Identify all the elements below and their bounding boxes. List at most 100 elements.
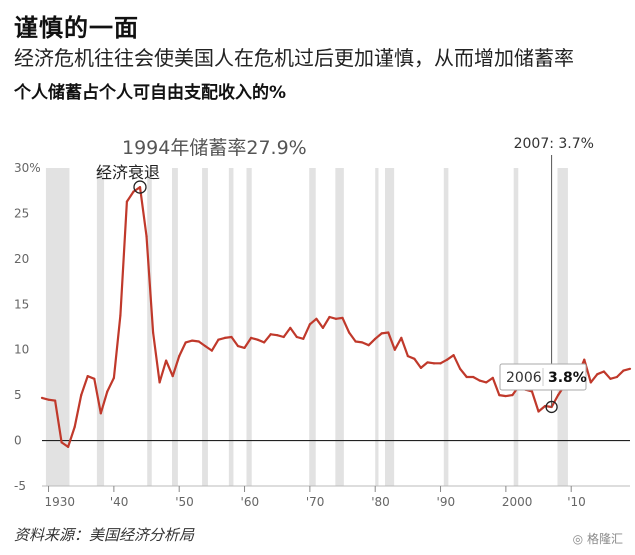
data-point xyxy=(393,348,396,351)
data-point xyxy=(485,381,488,384)
data-point xyxy=(138,185,142,189)
recession-band-7 xyxy=(309,168,316,486)
watermark-text: 格隆汇 xyxy=(586,532,623,546)
data-point xyxy=(432,362,436,365)
data-point xyxy=(276,334,279,337)
data-point xyxy=(86,374,89,378)
data-point xyxy=(511,394,514,397)
data-point xyxy=(184,341,187,344)
x-tick-label: 1930 xyxy=(45,495,76,509)
data-point xyxy=(295,335,298,339)
data-point xyxy=(478,379,481,382)
peak-marker xyxy=(133,180,147,194)
x-tick-label: 2000 xyxy=(502,495,533,509)
data-point xyxy=(367,344,370,347)
x-tick-label: '60 xyxy=(241,495,260,509)
data-point xyxy=(341,316,344,320)
data-point xyxy=(73,425,76,429)
y-tick-label: 5 xyxy=(14,388,22,402)
data-point xyxy=(472,375,475,379)
y-tick-label: 20 xyxy=(14,252,29,266)
recession-band-3 xyxy=(172,168,178,486)
data-point xyxy=(328,315,331,319)
data-point xyxy=(151,331,155,334)
data-point xyxy=(413,357,416,360)
data-point xyxy=(112,376,115,379)
data-point xyxy=(60,441,63,444)
recession-band-4 xyxy=(202,168,208,486)
data-point xyxy=(80,394,83,397)
recession-band-11 xyxy=(443,168,449,486)
y-tick-label: 25 xyxy=(14,206,29,220)
data-point xyxy=(269,333,272,336)
data-point xyxy=(256,338,259,341)
data-point xyxy=(106,390,109,393)
data-point xyxy=(40,396,44,399)
data-point xyxy=(583,358,586,361)
data-point xyxy=(419,366,423,369)
data-point xyxy=(204,344,207,348)
data-point xyxy=(67,445,70,449)
data-point xyxy=(609,377,612,380)
data-point xyxy=(282,335,285,339)
recession-bands xyxy=(45,168,568,486)
data-point xyxy=(119,314,122,317)
data-point xyxy=(132,190,135,193)
data-point xyxy=(308,323,311,326)
data-point xyxy=(223,336,227,340)
data-point xyxy=(210,349,213,352)
series-layer xyxy=(40,185,632,449)
data-point xyxy=(557,394,560,397)
data-point xyxy=(465,375,468,379)
recession-band-2 xyxy=(147,168,152,486)
data-point xyxy=(236,344,240,348)
recession-band-0 xyxy=(45,168,70,486)
data-point xyxy=(439,362,442,365)
chart-label: 个人储蓄占个人可自由支配收入的% xyxy=(14,83,287,103)
recession-band-6 xyxy=(246,168,252,486)
data-point xyxy=(491,376,494,379)
page-title: 谨慎的一面 xyxy=(14,14,139,42)
data-point xyxy=(289,326,292,330)
peak-sub-label: 经济衰退 xyxy=(96,163,160,182)
data-point xyxy=(347,331,351,334)
data-point xyxy=(243,346,246,349)
data-point xyxy=(178,354,181,358)
data-point xyxy=(622,369,625,372)
data-point xyxy=(354,340,357,343)
data-point xyxy=(374,337,377,340)
data-point xyxy=(230,335,233,339)
recession-band-5 xyxy=(228,168,234,486)
data-point xyxy=(191,339,194,342)
data-point xyxy=(302,337,305,340)
data-point xyxy=(387,331,390,334)
callout-year: 2006 xyxy=(506,370,542,386)
data-point xyxy=(145,235,148,238)
peak-label: 1994年储蓄率27.9% xyxy=(122,137,307,159)
data-point xyxy=(249,336,253,340)
watermark: ◎ 格隆汇 xyxy=(573,530,623,547)
data-point xyxy=(459,367,462,370)
reference-line-label: 2007: 3.7% xyxy=(514,136,594,152)
recession-band-13 xyxy=(557,168,568,486)
recession-band-8 xyxy=(335,168,344,486)
x-tick-label: '40 xyxy=(110,495,129,509)
x-tick-label: '90 xyxy=(437,495,456,509)
callout-value: 3.8% xyxy=(548,370,587,386)
data-point xyxy=(380,332,383,335)
data-point xyxy=(321,326,325,330)
data-point xyxy=(217,338,220,341)
x-tick-label: '80 xyxy=(371,495,390,509)
data-point xyxy=(537,410,540,413)
data-point xyxy=(445,358,449,361)
x-tick-label: '70 xyxy=(306,495,325,509)
page-subtitle: 经济危机往往会使美国人在危机过后更加谨慎，从而增加储蓄率 xyxy=(14,46,574,70)
source-note: 资料来源：美国经济分析局 xyxy=(14,526,195,544)
data-point xyxy=(125,200,129,203)
data-point xyxy=(596,373,599,376)
data-point xyxy=(197,340,200,343)
data-point xyxy=(93,377,96,380)
data-point xyxy=(615,375,619,379)
data-point xyxy=(165,359,168,362)
y-tick-label: 0 xyxy=(14,434,22,448)
